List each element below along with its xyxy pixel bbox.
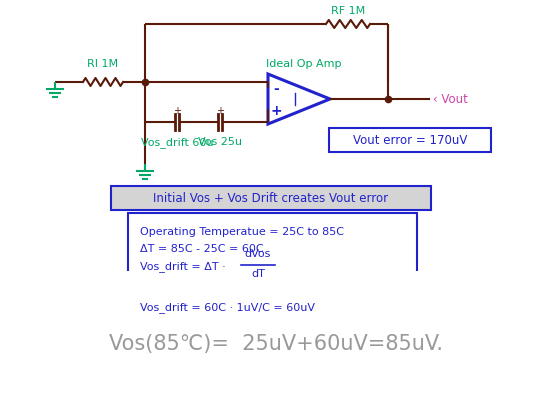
Text: Vos_drift = ΔT ·: Vos_drift = ΔT · bbox=[140, 260, 226, 271]
FancyBboxPatch shape bbox=[329, 129, 491, 153]
Text: Vos_drift 60u: Vos_drift 60u bbox=[141, 136, 213, 147]
Text: Ideal Op Amp: Ideal Op Amp bbox=[266, 59, 342, 69]
Text: Vos_drift = 60C · 1uV/C = 60uV: Vos_drift = 60C · 1uV/C = 60uV bbox=[140, 301, 315, 312]
Text: Initial Vos + Vos Drift creates Vout error: Initial Vos + Vos Drift creates Vout err… bbox=[153, 192, 389, 205]
FancyBboxPatch shape bbox=[111, 187, 431, 211]
Text: -: - bbox=[273, 82, 279, 96]
Text: ΔT = 85C - 25C = 60C: ΔT = 85C - 25C = 60C bbox=[140, 243, 264, 254]
Text: dVos: dVos bbox=[245, 249, 271, 258]
Text: RF 1M: RF 1M bbox=[331, 6, 365, 16]
Text: Vout error = 170uV: Vout error = 170uV bbox=[353, 134, 467, 147]
Text: +: + bbox=[216, 106, 224, 116]
FancyBboxPatch shape bbox=[128, 213, 417, 312]
Text: Operating Temperatue = 25C to 85C: Operating Temperatue = 25C to 85C bbox=[140, 226, 344, 237]
Text: dT: dT bbox=[251, 269, 265, 278]
Text: Vos 25u: Vos 25u bbox=[198, 136, 242, 147]
Text: +: + bbox=[270, 104, 282, 118]
Text: +: + bbox=[173, 106, 181, 116]
Text: Vos(85℃)=  25uV+60uV=85uV.: Vos(85℃)= 25uV+60uV=85uV. bbox=[109, 333, 443, 353]
Text: ‹ Vout: ‹ Vout bbox=[433, 93, 468, 106]
Text: RI 1M: RI 1M bbox=[87, 59, 118, 69]
